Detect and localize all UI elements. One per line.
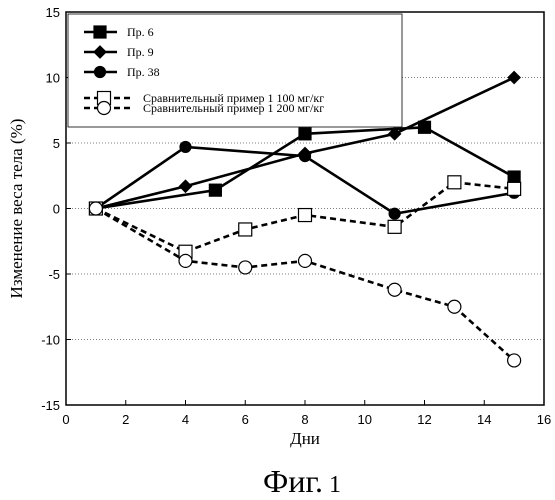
x-tick-label: 4	[182, 412, 189, 427]
x-tick-label: 12	[417, 412, 431, 427]
series-4	[89, 176, 520, 258]
data-point	[300, 151, 311, 162]
data-point	[388, 220, 401, 233]
data-point	[299, 254, 312, 267]
y-tick-label: 0	[53, 202, 60, 217]
y-tick-label: -5	[48, 267, 60, 282]
x-tick-label: 10	[358, 412, 372, 427]
x-tick-label: 6	[242, 412, 249, 427]
x-tick-label: 2	[122, 412, 129, 427]
y-tick-label: -15	[41, 398, 60, 413]
data-point	[179, 254, 192, 267]
data-point	[508, 72, 520, 84]
data-point	[389, 208, 400, 219]
data-point	[180, 141, 191, 152]
data-point	[299, 128, 311, 140]
data-point	[508, 171, 520, 183]
x-tick-label: 14	[477, 412, 491, 427]
x-tick-label: 0	[62, 412, 69, 427]
y-axis-title: Изменение веса тела (%)	[7, 119, 26, 299]
data-point	[239, 223, 252, 236]
figure-number: 1	[329, 472, 341, 498]
data-point	[508, 182, 521, 195]
series-5	[89, 202, 520, 367]
x-axis-title: Дни	[290, 429, 320, 448]
legend-marker	[95, 67, 106, 78]
y-tick-label: 5	[53, 136, 60, 151]
data-point	[508, 354, 521, 367]
legend-label: Пр. 6	[127, 25, 154, 39]
legend-label: Сравнительный пример 1 200 мг/кг	[143, 101, 324, 115]
data-point	[388, 283, 401, 296]
data-point	[448, 300, 461, 313]
data-point	[89, 202, 102, 215]
data-point	[299, 209, 312, 222]
data-point	[180, 180, 192, 192]
y-tick-label: -10	[41, 333, 60, 348]
x-tick-label: 8	[301, 412, 308, 427]
legend-label: Пр. 38	[127, 65, 160, 79]
y-tick-label: 10	[46, 71, 60, 86]
figure-caption: Фиг.1	[263, 463, 341, 499]
legend-marker	[94, 26, 106, 38]
data-point	[448, 176, 461, 189]
x-tick-label: 16	[537, 412, 551, 427]
legend-marker	[98, 102, 111, 115]
data-point	[239, 261, 252, 274]
series-line	[96, 209, 514, 361]
figure-caption-word: Фиг.	[263, 463, 323, 499]
data-point	[209, 184, 221, 196]
legend-label: Пр. 9	[127, 45, 154, 59]
y-tick-label: 15	[46, 5, 60, 20]
legend: Пр. 6Пр. 9Пр. 38Сравнительный пример 1 1…	[68, 14, 402, 127]
